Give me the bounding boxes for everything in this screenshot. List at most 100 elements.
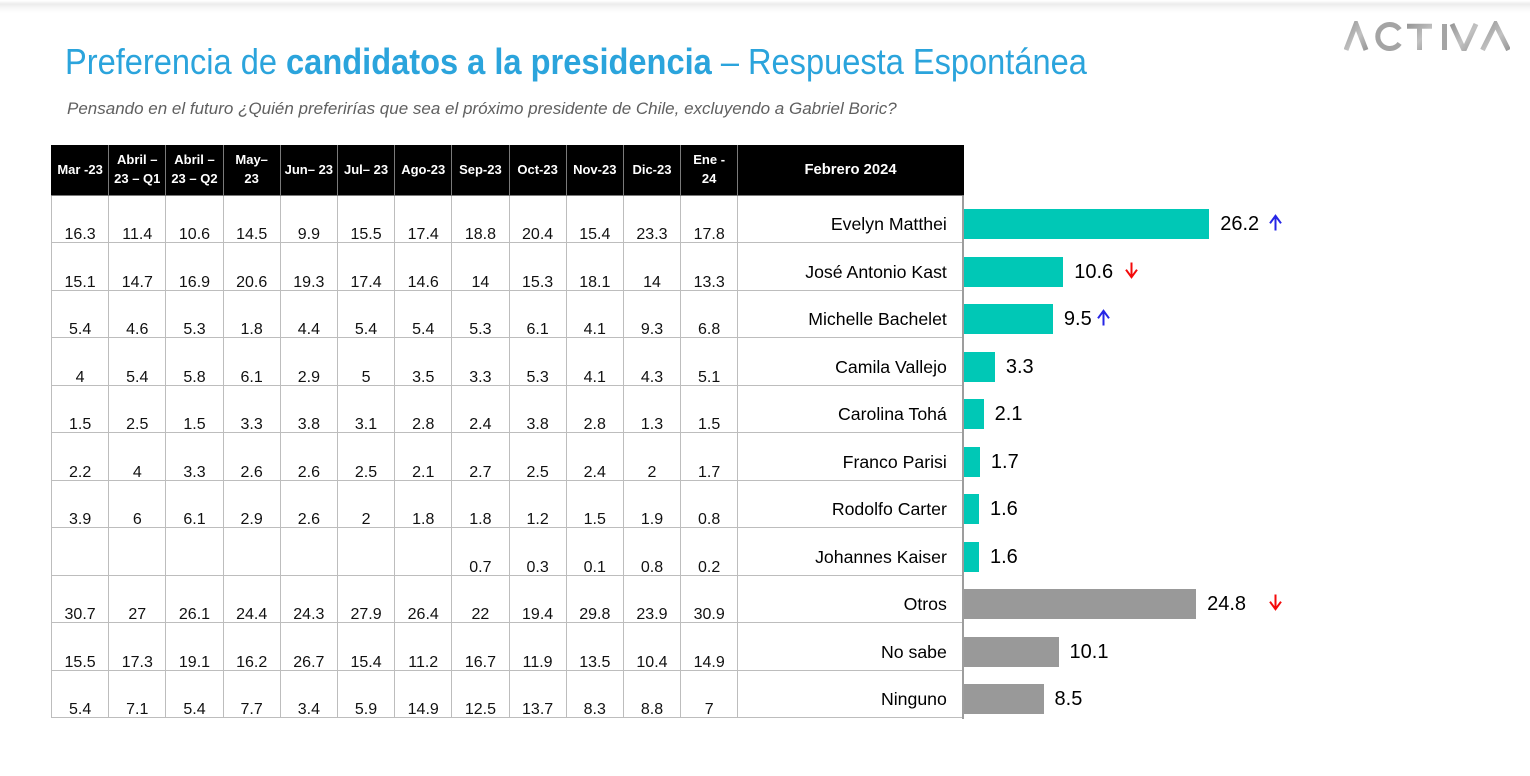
value-cell: 23.9 [622, 574, 682, 623]
value-text: 2.5 [354, 463, 378, 480]
activa-logo [1344, 21, 1510, 51]
value-text: 3.4 [297, 701, 320, 718]
value-text: 5.3 [526, 368, 549, 385]
value-cell: 2.9 [279, 337, 338, 386]
value-text: 18.1 [579, 273, 611, 290]
value-cell: 7.1 [108, 669, 167, 718]
candidate-name: Camila Vallejo [835, 356, 947, 377]
value-cell: 0.2 [680, 527, 739, 576]
bar-candidate [964, 209, 1210, 239]
value-text: 4 [75, 368, 85, 385]
value-text: 1.2 [526, 511, 549, 528]
value-text: 23.9 [636, 606, 668, 623]
candidate-name-cell: Franco Parisi [737, 432, 964, 481]
value-text: 2.8 [583, 416, 606, 433]
value-text: 19.4 [522, 606, 554, 623]
value-text: 0.3 [526, 558, 549, 575]
value-text: 3.8 [297, 416, 320, 433]
value-text: 1.7 [698, 463, 721, 480]
trend-up-icon [1096, 309, 1110, 326]
bar-value-label: 3.3 [1005, 355, 1034, 378]
value-cell: 5.8 [165, 337, 224, 386]
column-header: Nov-23 [565, 145, 624, 196]
candidate-name-cell: Evelyn Matthei [737, 194, 964, 243]
value-cell: 17.3 [108, 622, 167, 671]
logo-letter-V [1449, 22, 1479, 51]
trend-down-icon [1125, 262, 1138, 279]
value-text: 6 [132, 511, 142, 528]
value-cell: 2 [622, 432, 682, 481]
value-text: 2.7 [469, 463, 492, 480]
trend-down-icon [1269, 594, 1282, 611]
value-cell: 13.3 [680, 242, 739, 291]
value-text: 7.7 [240, 701, 263, 718]
value-cell: 10.4 [622, 622, 682, 671]
value-cell: 2 [336, 479, 396, 528]
value-cell: 22 [451, 574, 510, 623]
value-text: 3.3 [240, 416, 263, 433]
value-cell: 11.9 [508, 622, 567, 671]
value-cell: 1.5 [165, 384, 224, 433]
value-text: 15.1 [64, 273, 96, 290]
page-title: Preferencia de candidatos a la presidenc… [65, 41, 1087, 83]
value-cell: 7 [680, 669, 739, 718]
value-text: 24.4 [236, 606, 268, 623]
value-text: 2.1 [412, 463, 435, 480]
candidate-name: Franco Parisi [842, 451, 947, 472]
column-header: Sep-23 [451, 145, 510, 196]
candidate-name-cell: Johannes Kaiser [737, 527, 964, 576]
value-text: 12.5 [464, 701, 496, 718]
bar-candidate [964, 494, 979, 524]
value-text: 0.1 [583, 558, 606, 575]
value-cell: 24.3 [279, 574, 338, 623]
value-text: 3.3 [469, 368, 492, 385]
candidate-name-cell: Rodolfo Carter [737, 479, 964, 528]
value-cell: 1.8 [222, 289, 281, 338]
value-cell: 26.7 [279, 622, 338, 671]
value-text: 1.5 [183, 416, 206, 433]
value-text: 5.3 [183, 321, 206, 338]
candidate-name-cell: Camila Vallejo [737, 337, 964, 386]
value-text: 2.6 [240, 463, 263, 480]
value-cell: 5.4 [336, 289, 396, 338]
bar-candidate [964, 256, 1064, 287]
column-header: Abril – 23 – Q1 [108, 145, 167, 196]
value-cell: 6.1 [508, 289, 567, 338]
value-cell: 1.2 [508, 479, 567, 528]
value-text: 30.9 [693, 606, 725, 623]
candidate-name-cell: Ninguno [737, 669, 964, 718]
value-cell: 4.3 [622, 337, 682, 386]
value-cell [394, 527, 453, 576]
value-cell: 6.1 [165, 479, 224, 528]
value-cell: 30.9 [680, 574, 739, 623]
value-cell [108, 527, 167, 576]
value-cell: 0.7 [451, 527, 510, 576]
value-text: 2.9 [297, 368, 320, 385]
value-cell: 8.8 [622, 669, 682, 718]
value-cell: 19.4 [508, 574, 567, 623]
table-row: 5.4 7.1 5.4 7.7 3.4 5.9 14.9 12.5 13.7 8.3 8.8 7 Nin… [50, 669, 964, 718]
value-cell: 2.5 [508, 432, 567, 481]
value-text: 6.1 [240, 368, 263, 385]
table-row: 15.1 14.7 16.9 20.6 19.3 17.4 14.6 14 15.3 18.1 14… [50, 242, 964, 291]
trend-up-icon [1269, 214, 1282, 231]
value-text: 3.5 [412, 368, 435, 385]
value-cell: 2.9 [222, 479, 281, 528]
value-cell: 8.3 [565, 669, 624, 718]
top-edge-shadow [0, 0, 1530, 14]
value-cell: 19.3 [279, 242, 338, 291]
value-cell: 10.6 [165, 194, 224, 243]
value-text: 1.5 [698, 416, 721, 433]
value-cell [165, 527, 224, 576]
value-cell [222, 527, 281, 576]
title-part-regular: Preferencia de [65, 41, 287, 82]
value-text: 11.9 [522, 653, 553, 670]
value-text: 2.8 [412, 416, 435, 433]
value-cell: 5.4 [50, 289, 110, 338]
value-text: 4.6 [126, 321, 149, 338]
value-cell: 6.8 [680, 289, 739, 338]
value-cell: 14.9 [394, 669, 453, 718]
column-header: Jul– 23 [336, 145, 396, 196]
value-cell: 14 [622, 242, 682, 291]
